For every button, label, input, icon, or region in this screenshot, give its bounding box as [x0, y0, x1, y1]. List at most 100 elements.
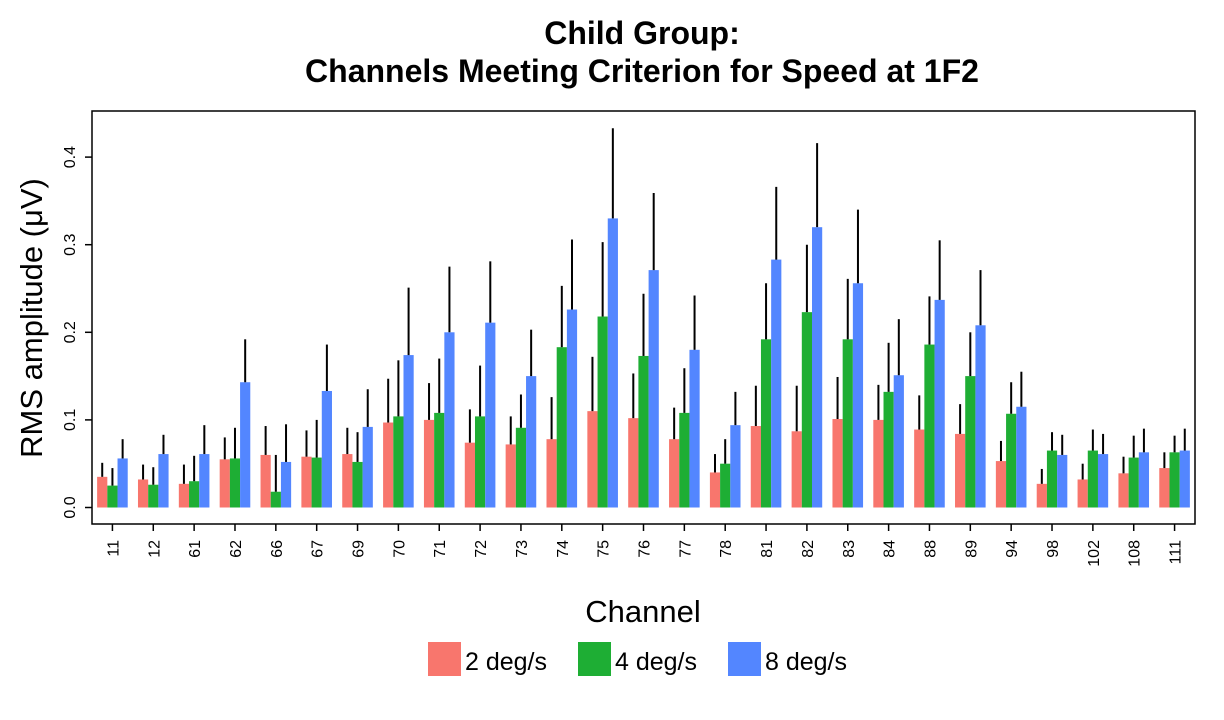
bar	[352, 461, 363, 508]
error-bars-layer	[101, 128, 1186, 492]
x-tick-label: 89	[963, 540, 980, 558]
bar	[464, 442, 475, 508]
bar	[607, 218, 618, 508]
bar	[362, 426, 373, 508]
bar	[434, 412, 445, 508]
bar	[995, 461, 1007, 508]
bar	[1097, 454, 1109, 508]
x-tick-label: 67	[310, 540, 327, 558]
bar	[199, 454, 210, 508]
x-tick-label: 81	[759, 540, 776, 558]
bar	[515, 427, 527, 508]
legend-label: 4 deg/s	[615, 648, 697, 676]
bar	[832, 419, 843, 508]
bar	[189, 481, 200, 508]
x-tick-label: 72	[473, 540, 490, 558]
bars-layer	[97, 218, 1190, 508]
x-tick-label: 69	[351, 540, 368, 558]
bar	[1016, 406, 1027, 508]
x-tick-label: 111	[1168, 540, 1185, 564]
x-tick-label: 66	[269, 540, 286, 558]
bar	[924, 344, 935, 508]
bar	[97, 476, 108, 508]
bar	[423, 419, 435, 508]
bar	[914, 429, 925, 508]
x-tick-label: 98	[1045, 540, 1062, 558]
x-tick-label: 71	[432, 540, 449, 558]
y-tick-label: 0.2	[62, 321, 79, 343]
bar	[485, 322, 496, 508]
x-tick-label: 82	[800, 540, 817, 558]
bar	[587, 411, 598, 508]
y-tick-label: 0.0	[62, 496, 79, 518]
bar	[1159, 468, 1170, 508]
x-tick-label: 108	[1127, 540, 1144, 567]
legend: 2 deg/s 4 deg/s 8 deg/s	[428, 642, 847, 676]
bar	[1169, 452, 1180, 508]
x-tick-label: 70	[391, 540, 408, 558]
bar	[566, 309, 578, 508]
bar	[883, 391, 894, 508]
x-tick-label: 74	[555, 540, 572, 558]
x-tick-label: 94	[1004, 540, 1021, 558]
bar	[628, 418, 639, 508]
bar	[597, 316, 608, 508]
x-tick-label: 62	[228, 540, 245, 558]
bar	[280, 461, 292, 508]
bar	[137, 479, 149, 508]
bar	[679, 412, 690, 508]
legend-swatch	[728, 642, 761, 676]
bar	[638, 355, 649, 508]
bar	[669, 439, 680, 508]
bar	[934, 299, 945, 508]
bar	[1046, 450, 1058, 508]
x-tick-label: 73	[514, 540, 531, 558]
x-tick-label: 75	[596, 540, 613, 558]
x-tick-label: 12	[146, 540, 163, 558]
bar	[178, 483, 190, 508]
bar	[311, 457, 322, 508]
bar	[760, 339, 772, 508]
bar	[403, 355, 414, 508]
legend-swatch	[578, 642, 611, 676]
bar	[270, 491, 281, 508]
bar	[260, 454, 271, 508]
x-tick-label: 102	[1086, 540, 1103, 567]
bar	[709, 472, 721, 508]
x-axis-title: Channel	[585, 594, 700, 629]
x-tick-label: 76	[637, 540, 654, 558]
bar	[842, 339, 853, 508]
legend-label: 2 deg/s	[465, 648, 547, 676]
bar	[720, 463, 731, 508]
x-tick-label: 88	[922, 540, 939, 558]
chart-title-line-2: Channels Meeting Criterion for Speed at …	[305, 53, 979, 89]
legend-swatch	[428, 642, 461, 676]
x-axis: 11 12 61 62 66 67 69 70 71 72 73 74 75 76 77 78 81 82 83 84…	[105, 524, 1185, 567]
bar	[1138, 452, 1150, 508]
bar	[393, 416, 404, 508]
bar	[893, 375, 904, 508]
bar	[1128, 457, 1139, 508]
bar	[219, 459, 230, 508]
bar	[955, 433, 966, 508]
x-tick-label: 11	[105, 540, 122, 557]
bar	[1057, 454, 1068, 508]
bar	[229, 458, 241, 508]
bar	[801, 312, 813, 508]
y-tick-label: 0.1	[62, 409, 79, 431]
x-tick-label: 78	[718, 540, 735, 558]
bar	[383, 422, 394, 508]
chart-title-line-1: Child Group:	[544, 15, 740, 51]
bar	[873, 419, 884, 508]
bar	[1118, 473, 1129, 508]
bar	[301, 456, 312, 508]
bar	[852, 283, 864, 508]
bar	[505, 444, 516, 508]
bar	[965, 376, 976, 508]
bar	[1006, 413, 1017, 508]
bar	[148, 484, 159, 508]
bar	[474, 416, 486, 508]
x-tick-label: 83	[841, 540, 858, 558]
x-tick-label: 84	[882, 540, 899, 558]
bar	[526, 376, 537, 508]
